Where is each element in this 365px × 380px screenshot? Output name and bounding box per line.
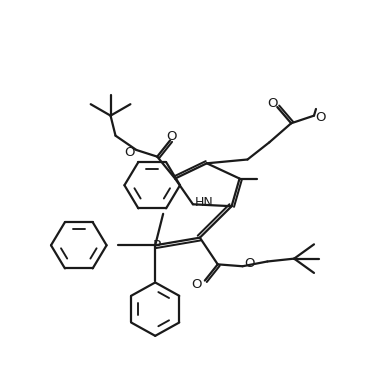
Text: P: P <box>153 239 161 253</box>
Text: HN: HN <box>195 196 214 209</box>
Text: O: O <box>267 97 277 110</box>
Text: O: O <box>166 130 176 143</box>
Text: O: O <box>192 278 202 291</box>
Text: O: O <box>316 111 326 124</box>
Text: O: O <box>244 257 255 270</box>
Text: O: O <box>124 146 135 159</box>
